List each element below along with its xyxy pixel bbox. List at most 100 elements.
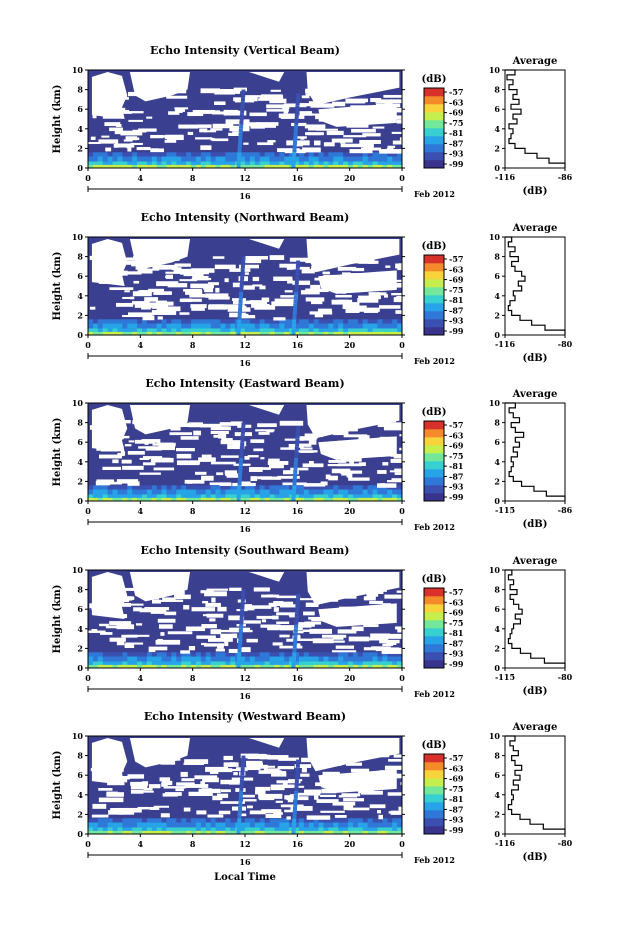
echo-cell [122,323,128,329]
echo-cell [338,331,344,336]
x-axis-label: Local Time [214,872,276,883]
echo-cell [274,323,280,329]
y-tick-label: 6 [77,271,83,281]
echo-cell [269,652,275,657]
no-echo-gap [93,757,105,762]
echo-cell [318,319,324,324]
no-echo-gap [180,436,199,440]
echo-cell [220,664,226,669]
echo-cell [181,656,187,662]
no-echo-gap [338,268,343,271]
echo-cell [269,156,275,162]
echo-cell [254,485,261,490]
echo-cell [122,331,128,336]
no-echo-gap [105,625,123,629]
echo-cell [240,664,246,669]
echo-cell [215,485,221,490]
no-echo-region [91,71,128,119]
echo-cell [156,328,163,332]
echo-cell [328,652,334,657]
no-echo-gap [123,111,144,114]
no-echo-gap [183,605,190,610]
x-tick-label: 8 [190,673,196,683]
echo-cell [151,822,158,828]
echo-cell [333,161,339,165]
echo-cell [289,323,295,329]
echo-cell [230,652,236,657]
echo-streak [294,783,299,787]
no-echo-gap [109,127,123,132]
no-echo-gap [353,260,360,264]
date-label: Feb 2012 [414,689,455,699]
no-echo-gap [400,782,402,785]
no-echo-gap [92,114,97,119]
echo-cell [298,661,305,665]
echo-cell [318,656,324,662]
echo-cell [195,664,202,669]
no-echo-gap [320,481,328,486]
no-echo-gap [335,294,352,298]
no-echo-gap [99,632,113,635]
no-echo-gap [399,447,402,451]
echo-cell [397,156,403,162]
echo-cell [195,661,202,665]
no-echo-gap [247,455,259,458]
x-tick-label: 12 [239,839,250,849]
echo-cell [352,822,359,828]
echo-cell [161,827,167,831]
echo-cell [323,822,329,828]
no-echo-gap [232,482,256,487]
echo-cell [294,485,300,490]
profile-x-label: (dB) [523,852,548,863]
echo-cell [146,822,153,828]
echo-cell [132,161,138,165]
no-echo-gap [109,287,134,291]
no-echo-gap [384,594,402,599]
no-echo-gap [215,287,220,293]
echo-cell [284,661,290,665]
echo-streak [240,597,245,602]
echo-cell [328,494,334,498]
no-echo-gap [391,293,402,296]
echo-cell [259,164,266,169]
echo-streak [292,810,297,815]
echo-cell [352,494,359,498]
echo-cell [382,323,388,329]
echo-cell [205,319,212,324]
echo-cell [225,656,231,662]
echo-cell [289,152,295,157]
echo-cell [92,156,99,162]
echo-cell [284,161,290,165]
echo-cell [352,652,359,657]
echo-cell [146,497,153,502]
no-echo-gap [353,617,369,621]
no-echo-gap [112,419,131,424]
echo-cell [215,830,221,835]
echo-cell [166,156,172,162]
echo-cell [362,664,369,669]
echo-streak [292,644,297,649]
x-tick-label: 4 [138,839,144,849]
echo-cell [313,656,320,662]
no-echo-gap [113,144,119,148]
echo-cell [171,319,177,324]
echo-streak [293,465,298,470]
echo-cell [127,656,133,662]
echo-cell [195,328,202,332]
no-echo-gap [255,786,271,791]
y-tick-label: 0 [77,663,83,673]
no-echo-gap [347,807,370,811]
echo-cell [141,319,148,324]
echo-cell [122,156,128,162]
echo-cell [151,323,158,329]
no-echo-gap [179,279,198,282]
echo-cell [294,818,300,823]
echo-cell [191,331,197,336]
no-echo-gap [88,630,106,633]
no-echo-gap [316,128,338,131]
echo-cell [122,822,128,828]
echo-cell [294,331,300,336]
echo-streak [239,117,244,121]
echo-cell [367,827,374,831]
no-echo-gap [220,455,239,458]
